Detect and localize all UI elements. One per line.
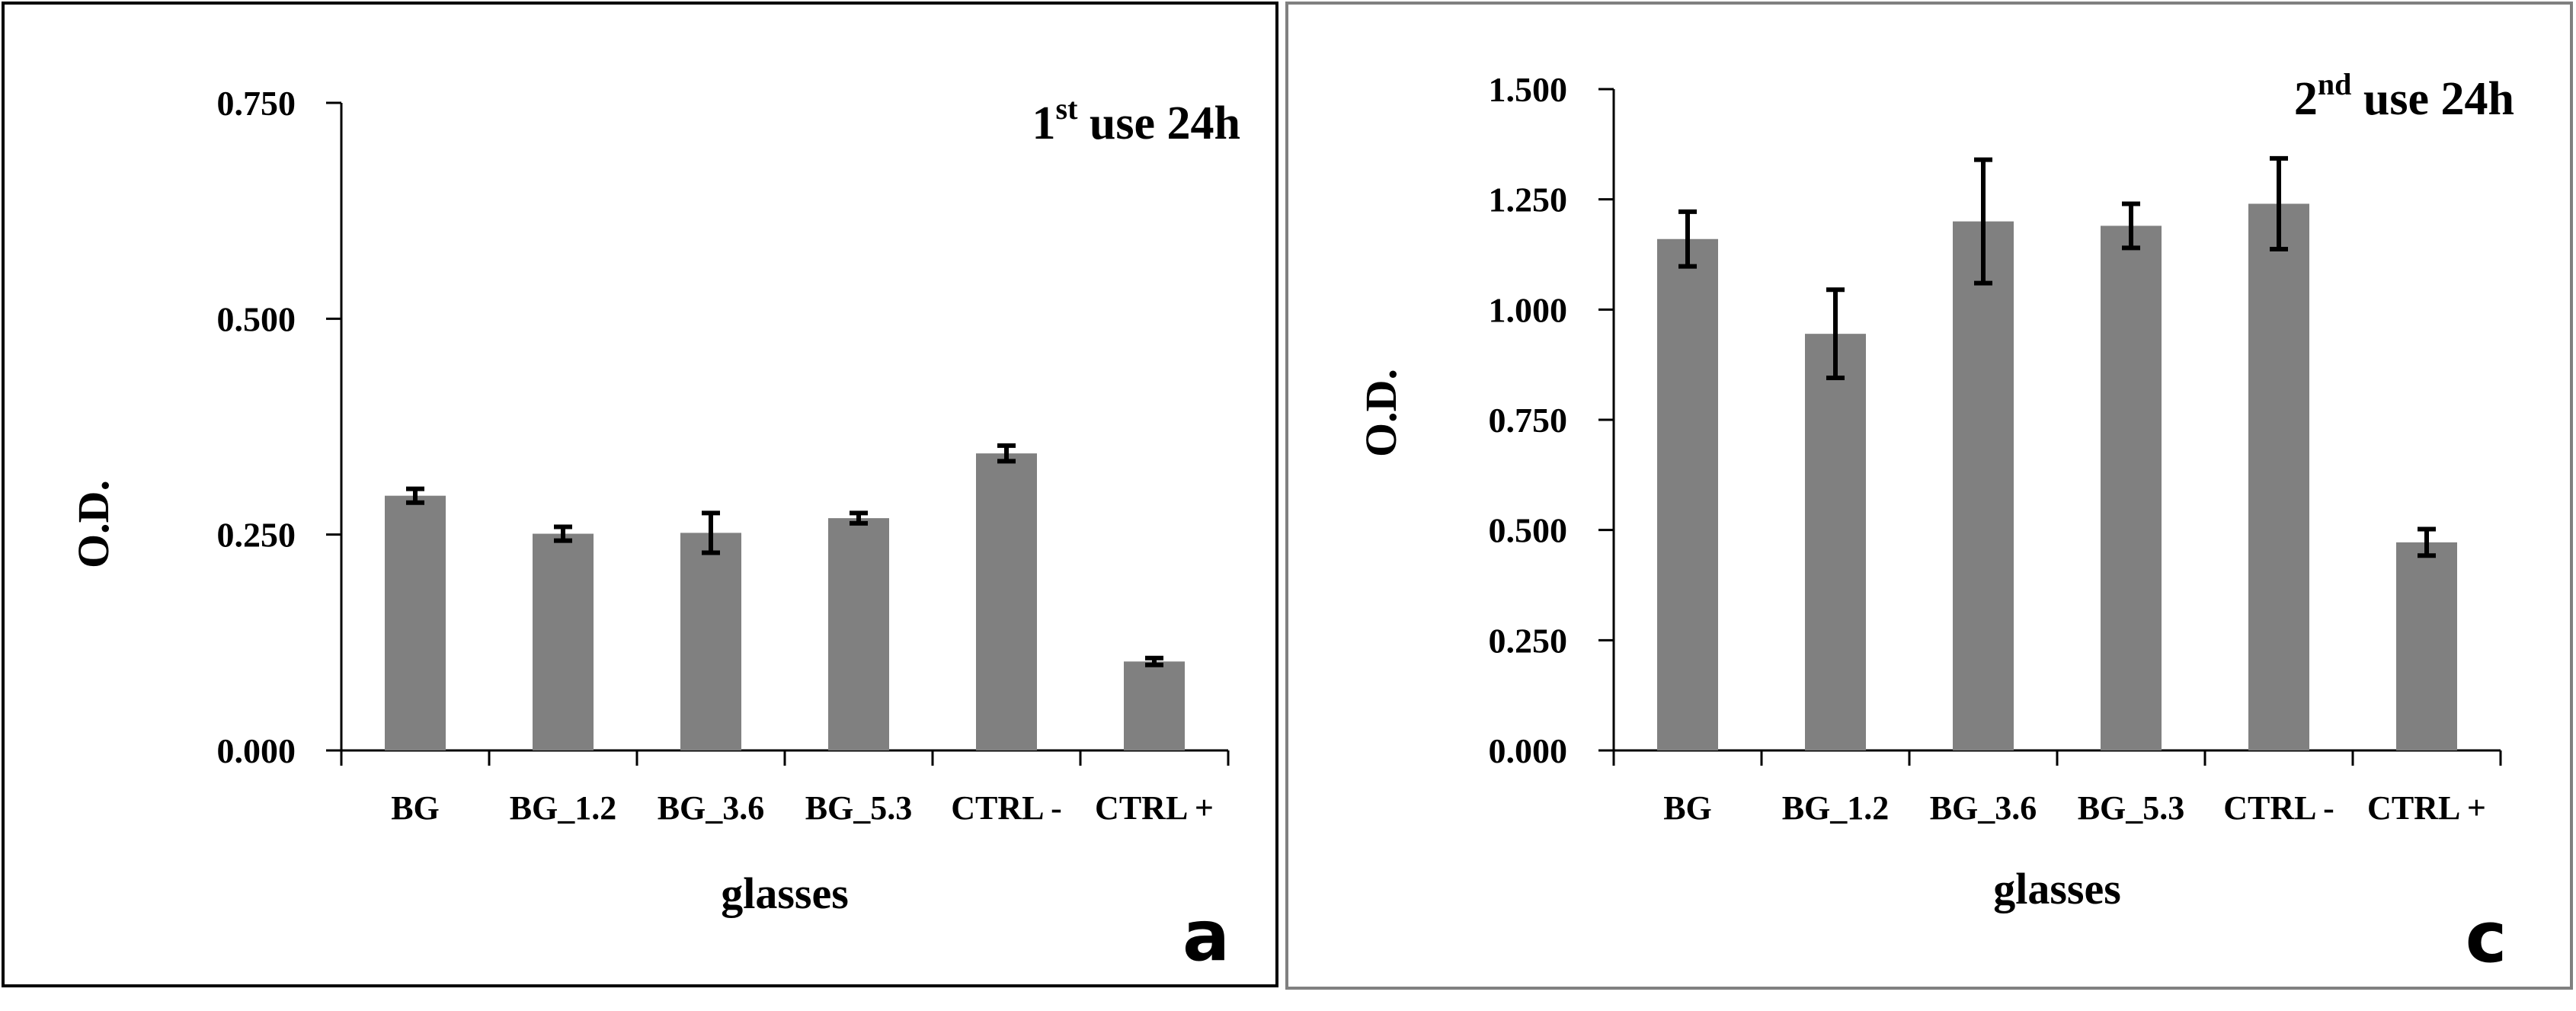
panel-a-bar: [533, 533, 594, 750]
panel-a-category-label: CTRL +: [1095, 789, 1214, 827]
panel-c-y-axis-title: O.D.: [1356, 369, 1406, 457]
panel-c-title-suffix: use 24h: [2351, 73, 2514, 125]
panel-c-y-tick-label: 0.000: [1489, 731, 1568, 770]
panel-c-bar: [1953, 221, 2014, 751]
panel-c-bar: [2396, 542, 2457, 750]
panel-c-bar: [2101, 226, 2162, 750]
panel-a-bar: [385, 495, 446, 750]
panel-a-category-label: BG_5.3: [805, 789, 913, 827]
panel-a-y-tick-label: 0.750: [217, 84, 296, 123]
panel-a-category-label: BG_1.2: [510, 789, 617, 827]
chart-panel-a: 1st use 24h O.D. glasses a 0.000 0.250 0.5…: [2, 2, 1278, 987]
panel-c-y-tick-label: 0.500: [1489, 511, 1568, 550]
panel-c-bar: [1805, 334, 1866, 750]
panel-a-y-tick-label: 0.000: [217, 731, 296, 770]
panel-c-y-tick-label: 1.500: [1489, 70, 1568, 109]
panel-c-y-tick-label: 0.250: [1489, 621, 1568, 660]
panel-c-frame: [1285, 2, 2573, 990]
panel-a-y-axis-title: O.D.: [69, 480, 118, 568]
panel-c-title: 2nd use 24h: [2294, 67, 2514, 125]
panel-a-y-tick-label: 0.500: [217, 299, 296, 338]
panel-c-title-superscript: nd: [2318, 67, 2352, 101]
panel-a-bar: [680, 533, 741, 750]
panel-a-bar: [828, 518, 889, 750]
panel-a-category-label: BG_3.6: [658, 789, 765, 827]
panel-a-title-suffix: use 24h: [1077, 98, 1240, 149]
panel-c-category-label: BG: [1663, 789, 1712, 827]
panel-a-title: 1st use 24h: [1032, 91, 1241, 149]
panel-c-category-label: BG_5.3: [2078, 789, 2185, 827]
panel-c-title-prefix: 2: [2294, 73, 2318, 125]
panel-a-category-label: BG: [391, 789, 440, 827]
panel-a-title-prefix: 1: [1032, 98, 1056, 149]
panel-c-bar: [2248, 203, 2309, 750]
panel-c-category-label: BG_3.6: [1930, 789, 2037, 827]
panel-a-title-superscript: st: [1056, 91, 1079, 126]
panel-c-y-tick-label: 1.000: [1489, 290, 1568, 329]
panel-c-x-axis-title: glasses: [1993, 864, 2121, 913]
panel-a-frame: [2, 2, 1278, 987]
panel-a-y-tick-label: 0.250: [217, 516, 296, 555]
panel-a-bar: [976, 453, 1037, 750]
panel-c-y-tick-label: 0.750: [1489, 401, 1568, 440]
panel-c-y-tick-label: 1.250: [1489, 181, 1568, 219]
panel-a-letter: a: [1182, 895, 1230, 977]
panel-a-category-label: CTRL -: [951, 789, 1061, 827]
panel-c-category-label: CTRL -: [2223, 789, 2334, 827]
chart-panel-c: 2nd use 24h O.D. glasses c 0.000 0.250 0.5…: [1285, 2, 2573, 990]
panel-c-letter: c: [2466, 897, 2507, 978]
panel-a-bar: [1124, 661, 1185, 750]
panel-a-x-axis-title: glasses: [721, 869, 849, 918]
panel-c-bar: [1657, 238, 1718, 750]
panel-c-category-label: BG_1.2: [1782, 789, 1890, 827]
panel-c-category-label: CTRL +: [2367, 789, 2486, 827]
